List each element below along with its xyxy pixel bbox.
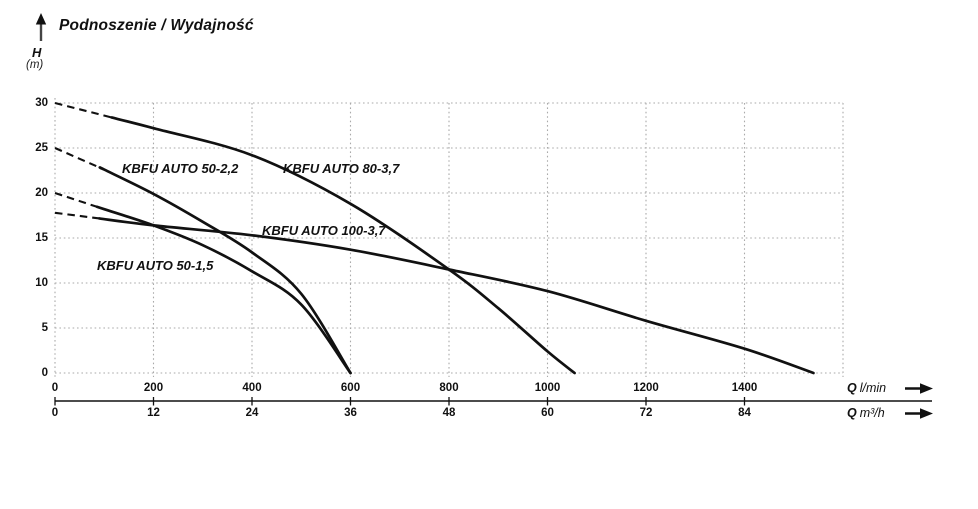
x-tick-label-lmin: 1400 (731, 382, 758, 394)
y-axis-symbol: H (32, 45, 42, 60)
y-tick-label: 10 (35, 277, 48, 289)
pump-curve-dashed-segment (54, 211, 100, 220)
pump-curve (98, 166, 352, 375)
x-tick-label-m3h: 36 (344, 407, 357, 419)
curve-name-label: KBFU AUTO 80-3,7 (283, 161, 400, 176)
x-tick-label-lmin: 200 (143, 382, 164, 394)
page-title: Podnoszenie / Wydajność (59, 17, 254, 34)
pump-curve (97, 217, 815, 375)
y-tick-label: 20 (35, 187, 48, 199)
curve-name-label: KBFU AUTO 100-3,7 (262, 223, 386, 238)
x-tick-label-m3h: 24 (245, 407, 259, 419)
x-tick-label-lmin: 400 (242, 382, 262, 394)
curve-name-label: KBFU AUTO 50-2,2 (122, 161, 239, 176)
x-tick-label-m3h: 84 (738, 407, 751, 419)
x-tick-label-m3h: 0 (51, 407, 59, 419)
x-axis-primary-unit: l/min (859, 381, 887, 395)
x-tick-label-lmin: 600 (340, 382, 361, 394)
pump-curve-dashed-segment (54, 192, 98, 208)
x-axis-primary-arrow-icon (905, 383, 933, 394)
x-tick-label-m3h: 72 (639, 407, 653, 419)
pump-curve-dashed-segment (54, 147, 103, 170)
curve-name-label: KBFU AUTO 50-1,5 (97, 258, 214, 273)
x-tick-label-m3h: 48 (442, 407, 456, 419)
pump-curve (95, 205, 352, 375)
x-tick-label-lmin: 0 (51, 382, 59, 394)
x-axis-secondary-unit: m³/h (859, 406, 885, 420)
pump-curve (110, 116, 576, 375)
pump-curve-dashed-segment (54, 101, 112, 119)
x-tick-label-lmin: 800 (439, 382, 459, 394)
y-tick-label: 15 (35, 232, 48, 244)
y-axis-unit: (m) (26, 59, 44, 71)
y-tick-label: 0 (41, 367, 48, 379)
y-tick-label: 30 (35, 97, 48, 109)
x-axis-primary-symbol: Q (847, 381, 857, 395)
x-tick-label-m3h: 60 (541, 407, 554, 419)
y-axis-direction-arrow-icon (35, 13, 47, 41)
x-tick-label-lmin: 1000 (534, 382, 561, 394)
y-tick-label: 5 (41, 322, 48, 334)
x-tick-label-m3h: 12 (147, 407, 160, 419)
x-tick-label-lmin: 1200 (633, 382, 659, 394)
x-axis-secondary-arrow-icon (905, 408, 933, 419)
y-tick-label: 25 (35, 142, 48, 154)
x-axis-secondary-symbol: Q (847, 406, 857, 420)
